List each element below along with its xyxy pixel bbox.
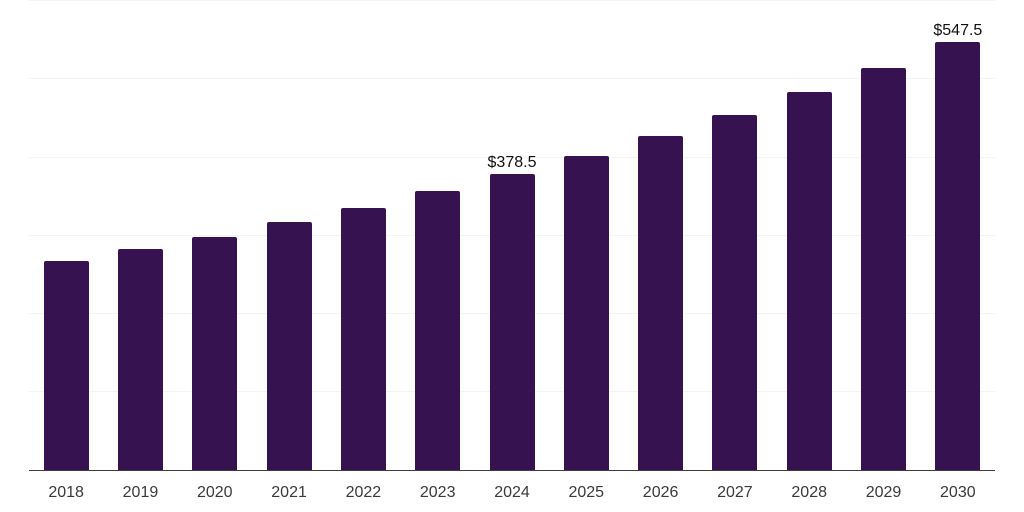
x-tick-2024: 2024 bbox=[494, 484, 530, 501]
gridline-600 bbox=[29, 0, 995, 2]
bar-2026 bbox=[638, 136, 684, 470]
bar-2018 bbox=[43, 261, 89, 470]
bar-2029 bbox=[861, 68, 907, 470]
x-tick-2022: 2022 bbox=[345, 484, 382, 501]
x-tick-2028: 2028 bbox=[791, 484, 827, 501]
bar-2020 bbox=[192, 237, 238, 470]
data-label-2030: $547.5 bbox=[933, 22, 983, 40]
x-axis-line bbox=[29, 469, 995, 471]
x-tick-2019: 2019 bbox=[122, 484, 159, 501]
bar-2027 bbox=[712, 114, 758, 470]
x-tick-2026: 2026 bbox=[642, 484, 679, 501]
bar-2028 bbox=[786, 91, 832, 470]
bar-2023 bbox=[415, 191, 461, 470]
bar-2021 bbox=[266, 221, 312, 470]
bar-2022 bbox=[340, 207, 386, 470]
gridline-500 bbox=[29, 78, 995, 80]
bar-2024 bbox=[489, 174, 535, 470]
x-axis-labels: 2018 2019 2020 2021 2022 2023 2024 2025 2026 2027… bbox=[29, 483, 995, 505]
x-tick-2030: 2030 bbox=[940, 484, 976, 501]
x-tick-2023: 2023 bbox=[419, 484, 456, 501]
plot-area: $378.5 $547.5 bbox=[29, 0, 995, 471]
bar-2030 bbox=[935, 42, 981, 470]
x-tick-2025: 2025 bbox=[568, 484, 605, 501]
bar-2019 bbox=[117, 248, 163, 470]
x-tick-2021: 2021 bbox=[271, 484, 307, 501]
x-tick-2020: 2020 bbox=[196, 484, 233, 501]
data-label-2024: $378.5 bbox=[487, 154, 537, 172]
x-tick-2018: 2018 bbox=[48, 484, 84, 501]
gridline-400 bbox=[29, 156, 995, 158]
x-tick-2029: 2029 bbox=[865, 484, 902, 501]
bar-2025 bbox=[563, 155, 609, 470]
x-tick-2027: 2027 bbox=[717, 484, 753, 501]
